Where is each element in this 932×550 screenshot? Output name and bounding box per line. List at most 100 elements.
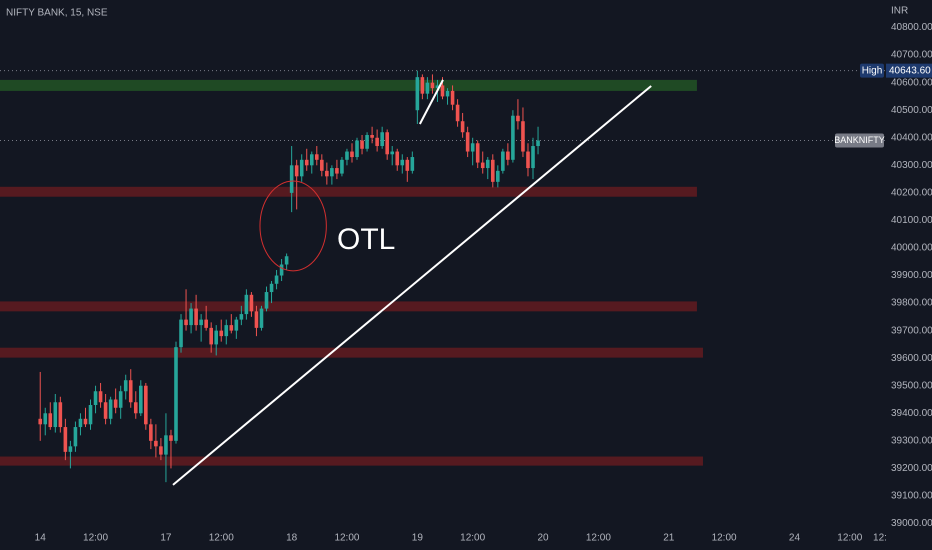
high-price-label: 40643.60: [889, 65, 931, 76]
candle-body: [536, 140, 540, 147]
candle-body: [154, 440, 158, 447]
candle-body: [325, 170, 329, 177]
y-tick-label: 39700.00: [891, 325, 932, 336]
candle-body: [516, 115, 520, 122]
candle-body: [501, 151, 505, 171]
y-tick-label: 40800.00: [891, 22, 932, 33]
candle-body: [113, 399, 118, 408]
candle-body: [133, 402, 138, 414]
y-tick-label: 40200.00: [891, 188, 932, 199]
candle-body: [179, 319, 183, 348]
candle-body: [43, 413, 48, 425]
y-tick-label: 40600.00: [891, 77, 932, 88]
symbol-tag: BANKNIFTY: [834, 135, 885, 145]
y-tick-label: 40500.00: [891, 105, 932, 116]
candle-body: [123, 380, 128, 392]
candle-body: [340, 159, 344, 174]
candle-body: [440, 85, 445, 97]
candle-body: [355, 140, 359, 158]
x-tick-label: 12:00: [209, 533, 234, 544]
candle-body: [128, 380, 133, 403]
price-zone: [0, 301, 697, 312]
high-tag-bg: [860, 63, 884, 78]
candle-body: [294, 165, 299, 177]
candle-body: [144, 385, 148, 425]
x-tick-label: 17: [160, 533, 172, 544]
candle-body: [365, 135, 369, 149]
candle-body: [330, 168, 334, 177]
candle-body: [430, 82, 435, 89]
candle-body: [485, 159, 490, 169]
candle-body: [490, 159, 495, 182]
price-zone: [0, 456, 703, 466]
price-zone: [0, 347, 703, 358]
high-tag: High: [862, 65, 883, 76]
candle-body: [400, 159, 405, 166]
candle-body: [73, 427, 78, 447]
x-tick-label: 14: [35, 533, 47, 544]
candle-body: [480, 162, 485, 169]
candle-body: [108, 399, 113, 419]
candle-body: [526, 151, 530, 169]
candle-body: [420, 77, 425, 94]
candle-body: [58, 402, 63, 428]
candle-body: [68, 446, 73, 452]
candle-body: [496, 170, 500, 182]
y-tick-label: 39100.00: [891, 491, 932, 502]
x-tick-label: 12:: [873, 533, 887, 544]
y-tick-label: 39000.00: [891, 518, 932, 529]
candle-body: [455, 104, 460, 122]
candle-body: [279, 264, 284, 276]
candle-body: [103, 402, 108, 419]
candle-body: [209, 327, 213, 345]
price-zone: [0, 186, 697, 197]
y-tick-label: 40100.00: [891, 215, 932, 226]
x-tick-label: 12:00: [334, 533, 359, 544]
y-tick-label: 40400.00: [891, 132, 932, 143]
y-tick-label: 39800.00: [891, 298, 932, 309]
candle-body: [264, 292, 269, 309]
candle-body: [350, 151, 354, 158]
y-tick-label: 39400.00: [891, 408, 932, 419]
candle-body: [63, 427, 68, 452]
candle-body: [425, 82, 430, 94]
candle-body: [53, 402, 58, 428]
candle-body: [460, 121, 465, 133]
candle-body: [320, 159, 324, 171]
candle-body: [269, 283, 274, 293]
candle-body: [83, 418, 88, 425]
x-tick-label: 20: [538, 533, 550, 544]
candle-body: [244, 294, 249, 315]
candle-body: [174, 347, 178, 441]
candle-body: [239, 314, 244, 320]
candle-body: [48, 413, 53, 428]
candle-body: [274, 275, 279, 284]
candle-body: [184, 319, 188, 326]
candle-body: [410, 157, 415, 171]
candle-body: [219, 330, 224, 337]
candle-body: [189, 308, 193, 326]
candle-body: [511, 115, 515, 160]
candle-body: [229, 325, 234, 331]
candle-body: [415, 77, 420, 111]
candle-body: [375, 137, 379, 147]
candle-body: [88, 405, 93, 425]
y-tick-label: 40700.00: [891, 50, 932, 61]
candle-body: [309, 154, 314, 166]
candle-body: [38, 418, 43, 425]
candle-body: [78, 418, 83, 428]
candle-body: [314, 154, 319, 160]
x-tick-label: 19: [412, 533, 424, 544]
candle-body: [169, 435, 173, 441]
x-tick-label: 12:00: [837, 533, 862, 544]
candle-body: [299, 159, 304, 177]
candle-body: [521, 121, 525, 152]
candle-body: [345, 151, 349, 160]
y-tick-label: 40300.00: [891, 160, 932, 171]
candle-body: [98, 391, 103, 403]
candle-body: [395, 151, 400, 166]
y-tick-label: 40000.00: [891, 243, 932, 254]
y-tick-label: 39900.00: [891, 270, 932, 281]
x-tick-label: 12:00: [83, 533, 108, 544]
